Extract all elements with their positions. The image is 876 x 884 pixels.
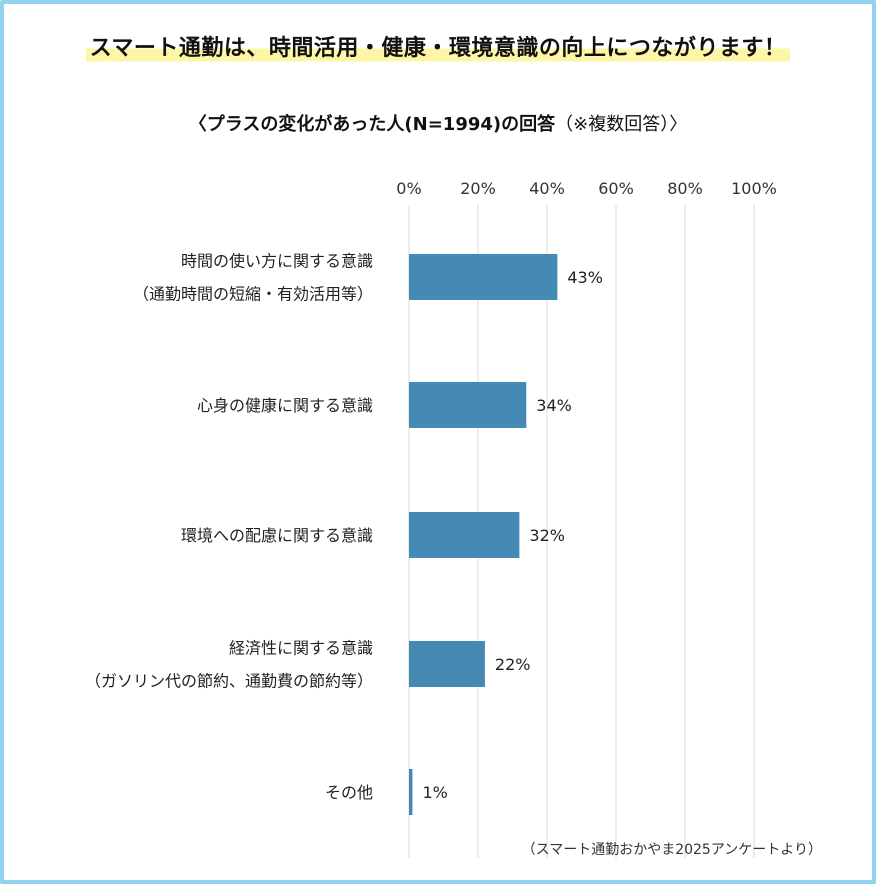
x-tick-label: 0% bbox=[396, 179, 421, 198]
bar bbox=[409, 769, 413, 815]
bar bbox=[409, 382, 527, 428]
footnote: （スマート通勤おかやま2025アンケートより） bbox=[521, 842, 822, 858]
headline: スマート通勤は、時間活用・健康・環境意識の向上につながります！ bbox=[85, 30, 791, 64]
bar bbox=[409, 641, 485, 687]
subtitle-note: （※複数回答）〉 bbox=[555, 114, 688, 135]
category-label: その他 bbox=[325, 783, 373, 802]
category-label: （通勤時間の短縮・有効活用等） bbox=[133, 285, 373, 304]
x-tick-label: 60% bbox=[598, 179, 634, 198]
bar bbox=[409, 254, 558, 300]
category-label: 時間の使い方に関する意識 bbox=[181, 252, 373, 271]
x-tick-label: 100% bbox=[731, 179, 777, 198]
subtitle-main: 〈プラスの変化があった人(N=1994)の回答 bbox=[188, 114, 556, 135]
category-label: 心身の健康に関する意識 bbox=[197, 396, 373, 415]
chart-subtitle: 〈プラスの変化があった人(N=1994)の回答（※複数回答）〉 bbox=[0, 110, 876, 136]
x-tick-label: 20% bbox=[460, 179, 496, 198]
data-label: 1% bbox=[422, 783, 447, 802]
data-label: 32% bbox=[529, 526, 565, 545]
x-tick-label: 40% bbox=[529, 179, 565, 198]
category-label: 経済性に関する意識 bbox=[229, 639, 373, 658]
data-label: 22% bbox=[495, 655, 531, 674]
category-label: （ガソリン代の節約、通勤費の節約等） bbox=[85, 672, 373, 691]
data-label: 43% bbox=[567, 268, 603, 287]
bar bbox=[409, 512, 520, 558]
x-tick-label: 80% bbox=[667, 179, 703, 198]
category-label: 環境への配慮に関する意識 bbox=[181, 526, 373, 545]
data-label: 34% bbox=[536, 396, 572, 415]
